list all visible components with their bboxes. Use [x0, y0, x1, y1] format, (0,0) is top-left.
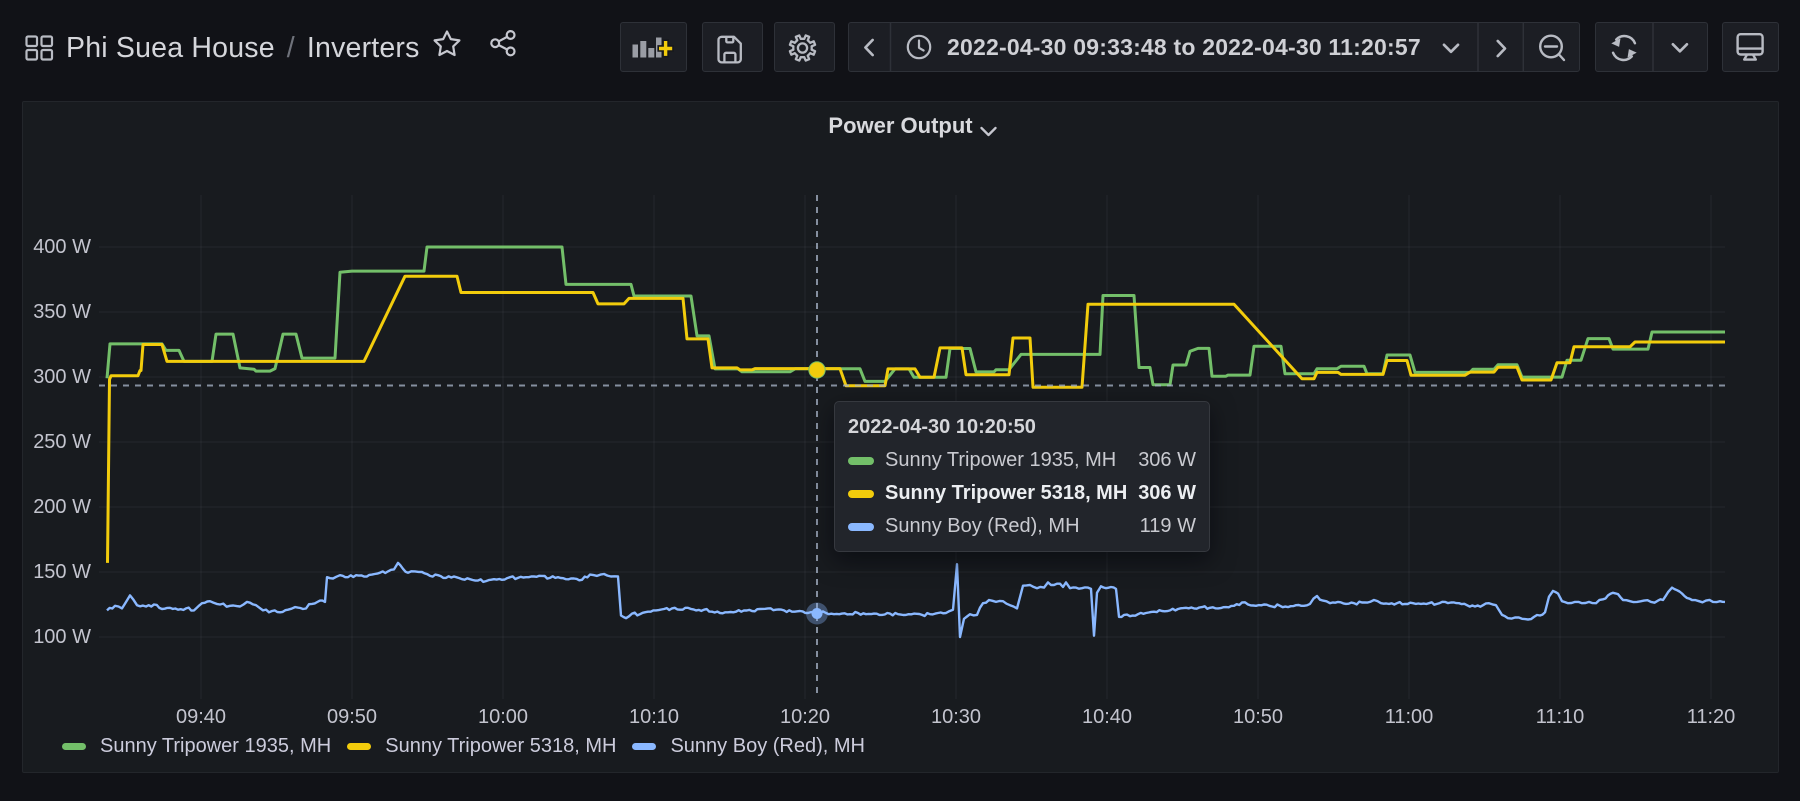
svg-text:350 W: 350 W [33, 301, 91, 323]
svg-text:10:30: 10:30 [931, 706, 981, 728]
svg-text:300 W: 300 W [33, 366, 91, 388]
svg-text:11:20: 11:20 [1687, 706, 1736, 728]
svg-text:100 W: 100 W [33, 626, 91, 648]
svg-text:10:40: 10:40 [1082, 706, 1132, 728]
svg-text:09:40: 09:40 [176, 706, 226, 728]
svg-text:10:50: 10:50 [1233, 706, 1283, 728]
svg-text:150 W: 150 W [33, 561, 91, 583]
svg-text:10:00: 10:00 [478, 706, 528, 728]
svg-text:10:10: 10:10 [629, 706, 679, 728]
svg-text:09:50: 09:50 [327, 706, 377, 728]
svg-text:200 W: 200 W [33, 496, 91, 518]
svg-text:10:20: 10:20 [780, 706, 830, 728]
svg-text:400 W: 400 W [33, 236, 91, 258]
svg-text:11:10: 11:10 [1536, 706, 1585, 728]
svg-text:11:00: 11:00 [1385, 706, 1434, 728]
svg-text:250 W: 250 W [33, 431, 91, 453]
